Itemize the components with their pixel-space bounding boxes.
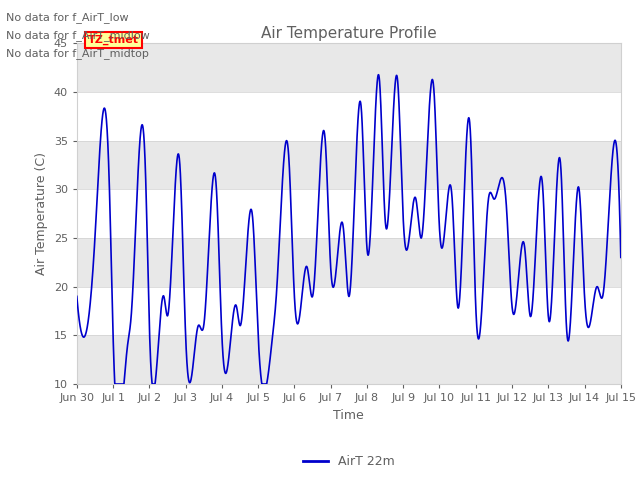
Bar xyxy=(77,287,621,336)
Text: No data for f_AirT_midlow: No data for f_AirT_midlow xyxy=(6,30,150,41)
Legend: AirT 22m: AirT 22m xyxy=(298,450,399,473)
Text: TZ_tmet: TZ_tmet xyxy=(88,35,139,46)
Bar xyxy=(77,189,621,238)
Title: Air Temperature Profile: Air Temperature Profile xyxy=(261,25,436,41)
Bar xyxy=(77,238,621,287)
Text: No data for f_AirT_midtop: No data for f_AirT_midtop xyxy=(6,48,149,60)
Bar xyxy=(77,92,621,141)
Text: No data for f_AirT_low: No data for f_AirT_low xyxy=(6,12,129,23)
Y-axis label: Air Temperature (C): Air Temperature (C) xyxy=(35,152,48,275)
Bar xyxy=(77,141,621,189)
Bar xyxy=(77,43,621,92)
Bar xyxy=(77,336,621,384)
X-axis label: Time: Time xyxy=(333,408,364,421)
